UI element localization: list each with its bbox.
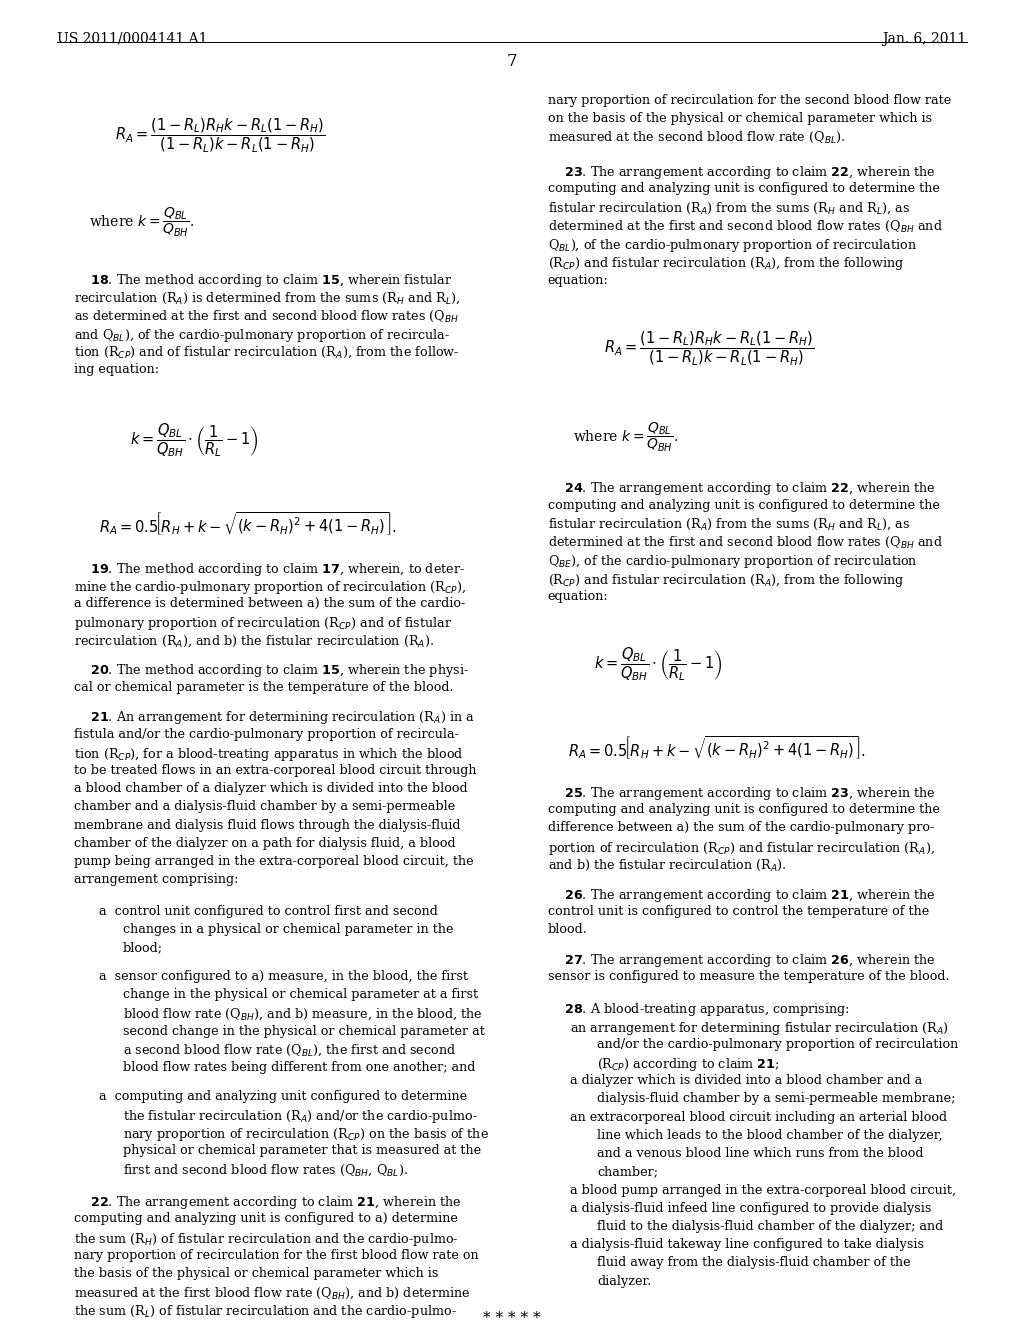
Text: $\mathbf{26}$. The arrangement according to claim $\mathbf{21}$, wherein the: $\mathbf{26}$. The arrangement according… bbox=[548, 887, 936, 903]
Text: fluid away from the dialysis-fluid chamber of the: fluid away from the dialysis-fluid chamb… bbox=[597, 1257, 910, 1270]
Text: a blood pump arranged in the extra-corporeal blood circuit,: a blood pump arranged in the extra-corpo… bbox=[570, 1184, 956, 1196]
Text: changes in a physical or chemical parameter in the: changes in a physical or chemical parame… bbox=[123, 923, 454, 936]
Text: * * * * *: * * * * * bbox=[483, 1311, 541, 1320]
Text: a blood chamber of a dialyzer which is divided into the blood: a blood chamber of a dialyzer which is d… bbox=[74, 783, 467, 795]
Text: the sum (R$_{\mathit{L}}$) of fistular recirculation and the cardio-pulmo-: the sum (R$_{\mathit{L}}$) of fistular r… bbox=[74, 1303, 457, 1320]
Text: nary proportion of recirculation for the second blood flow rate: nary proportion of recirculation for the… bbox=[548, 94, 951, 107]
Text: physical or chemical parameter that is measured at the: physical or chemical parameter that is m… bbox=[123, 1144, 481, 1158]
Text: US 2011/0004141 A1: US 2011/0004141 A1 bbox=[57, 32, 208, 46]
Text: second change in the physical or chemical parameter at: second change in the physical or chemica… bbox=[123, 1024, 484, 1038]
Text: Q$_{\mathit{BL}}$), of the cardio-pulmonary proportion of recirculation: Q$_{\mathit{BL}}$), of the cardio-pulmon… bbox=[548, 238, 916, 253]
Text: nary proportion of recirculation for the first blood flow rate on: nary proportion of recirculation for the… bbox=[74, 1249, 478, 1262]
Text: and/or the cardio-pulmonary proportion of recirculation: and/or the cardio-pulmonary proportion o… bbox=[597, 1038, 958, 1051]
Text: as determined at the first and second blood flow rates (Q$_{\mathit{BH}}$: as determined at the first and second bl… bbox=[74, 309, 459, 323]
Text: measured at the second blood flow rate (Q$_{\mathit{BL}}$).: measured at the second blood flow rate (… bbox=[548, 131, 845, 145]
Text: tion (R$_{\mathit{CP}}$) and of fistular recirculation (R$_{\mathit{A}}$), from : tion (R$_{\mathit{CP}}$) and of fistular… bbox=[74, 345, 460, 360]
Text: first and second blood flow rates (Q$_{\mathit{BH}}$, Q$_{\mathit{BL}}$).: first and second blood flow rates (Q$_{\… bbox=[123, 1163, 408, 1179]
Text: chamber of the dialyzer on a path for dialysis fluid, a blood: chamber of the dialyzer on a path for di… bbox=[74, 837, 456, 850]
Text: mine the cardio-pulmonary proportion of recirculation (R$_{\mathit{CP}}$),: mine the cardio-pulmonary proportion of … bbox=[74, 579, 466, 595]
Text: an extracorporeal blood circuit including an arterial blood: an extracorporeal blood circuit includin… bbox=[570, 1110, 947, 1123]
Text: (R$_{\mathit{CP}}$) according to claim $\mathbf{21}$;: (R$_{\mathit{CP}}$) according to claim $… bbox=[597, 1056, 779, 1073]
Text: (R$_{\mathit{CP}}$) and fistular recirculation (R$_{\mathit{A}}$), from the foll: (R$_{\mathit{CP}}$) and fistular recircu… bbox=[548, 572, 904, 589]
Text: dialysis-fluid chamber by a semi-permeable membrane;: dialysis-fluid chamber by a semi-permeab… bbox=[597, 1093, 955, 1105]
Text: cal or chemical parameter is the temperature of the blood.: cal or chemical parameter is the tempera… bbox=[74, 681, 454, 693]
Text: recirculation (R$_{\mathit{A}}$) is determined from the sums (R$_{\mathit{H}}$ a: recirculation (R$_{\mathit{A}}$) is dete… bbox=[74, 290, 460, 306]
Text: $\mathbf{22}$. The arrangement according to claim $\mathbf{21}$, wherein the: $\mathbf{22}$. The arrangement according… bbox=[74, 1195, 462, 1210]
Text: sensor is configured to measure the temperature of the blood.: sensor is configured to measure the temp… bbox=[548, 970, 949, 983]
Text: $\mathbf{18}$. The method according to claim $\mathbf{15}$, wherein fistular: $\mathbf{18}$. The method according to c… bbox=[74, 272, 452, 289]
Text: 7: 7 bbox=[507, 53, 517, 70]
Text: a dialysis-fluid infeed line configured to provide dialysis: a dialysis-fluid infeed line configured … bbox=[570, 1201, 932, 1214]
Text: blood.: blood. bbox=[548, 923, 588, 936]
Text: equation:: equation: bbox=[548, 273, 608, 286]
Text: membrane and dialysis fluid flows through the dialysis-fluid: membrane and dialysis fluid flows throug… bbox=[74, 818, 460, 832]
Text: and Q$_{\mathit{BL}}$), of the cardio-pulmonary proportion of recircula-: and Q$_{\mathit{BL}}$), of the cardio-pu… bbox=[74, 326, 450, 343]
Text: determined at the first and second blood flow rates (Q$_{\mathit{BH}}$ and: determined at the first and second blood… bbox=[548, 535, 943, 550]
Text: a  sensor configured to a) measure, in the blood, the first: a sensor configured to a) measure, in th… bbox=[99, 970, 468, 983]
Text: $k = \dfrac{Q_{BL}}{Q_{BH}} \cdot \left(\dfrac{1}{R_L} - 1\right)$: $k = \dfrac{Q_{BL}}{Q_{BH}} \cdot \left(… bbox=[130, 421, 259, 459]
Text: $\mathbf{24}$. The arrangement according to claim $\mathbf{22}$, wherein the: $\mathbf{24}$. The arrangement according… bbox=[548, 480, 936, 498]
Text: difference between a) the sum of the cardio-pulmonary pro-: difference between a) the sum of the car… bbox=[548, 821, 934, 834]
Text: $\mathbf{23}$. The arrangement according to claim $\mathbf{22}$, wherein the: $\mathbf{23}$. The arrangement according… bbox=[548, 164, 936, 181]
Text: tion (R$_{\mathit{CP}}$), for a blood-treating apparatus in which the blood: tion (R$_{\mathit{CP}}$), for a blood-tr… bbox=[74, 746, 463, 763]
Text: chamber;: chamber; bbox=[597, 1166, 658, 1179]
Text: $\mathbf{19}$. The method according to claim $\mathbf{17}$, wherein, to deter-: $\mathbf{19}$. The method according to c… bbox=[74, 561, 465, 578]
Text: an arrangement for determining fistular recirculation (R$_{\mathit{A}}$): an arrangement for determining fistular … bbox=[570, 1019, 949, 1036]
Text: portion of recirculation (R$_{\mathit{CP}}$) and fistular recirculation (R$_{\ma: portion of recirculation (R$_{\mathit{CP… bbox=[548, 840, 935, 857]
Text: fistular recirculation (R$_{\mathit{A}}$) from the sums (R$_{\mathit{H}}$ and R$: fistular recirculation (R$_{\mathit{A}}$… bbox=[548, 517, 910, 532]
Text: determined at the first and second blood flow rates (Q$_{\mathit{BH}}$ and: determined at the first and second blood… bbox=[548, 219, 943, 234]
Text: blood flow rates being different from one another; and: blood flow rates being different from on… bbox=[123, 1061, 475, 1074]
Text: $\mathbf{20}$. The method according to claim $\mathbf{15}$, wherein the physi-: $\mathbf{20}$. The method according to c… bbox=[74, 663, 469, 680]
Text: a dialyzer which is divided into a blood chamber and a: a dialyzer which is divided into a blood… bbox=[570, 1074, 923, 1088]
Text: and a venous blood line which runs from the blood: and a venous blood line which runs from … bbox=[597, 1147, 924, 1160]
Text: the fistular recirculation (R$_{\mathit{A}}$) and/or the cardio-pulmo-: the fistular recirculation (R$_{\mathit{… bbox=[123, 1107, 477, 1125]
Text: arrangement comprising:: arrangement comprising: bbox=[74, 874, 239, 886]
Text: measured at the first blood flow rate (Q$_{\mathit{BH}}$), and b) determine: measured at the first blood flow rate (Q… bbox=[74, 1286, 470, 1300]
Text: the basis of the physical or chemical parameter which is: the basis of the physical or chemical pa… bbox=[74, 1267, 438, 1280]
Text: a  computing and analyzing unit configured to determine: a computing and analyzing unit configure… bbox=[99, 1090, 467, 1102]
Text: $R_A = 0.5\!\left[R_H + k - \sqrt{(k - R_H)^2 + 4(1 - R_H)}\right].$: $R_A = 0.5\!\left[R_H + k - \sqrt{(k - R… bbox=[568, 735, 866, 762]
Text: dialyzer.: dialyzer. bbox=[597, 1275, 651, 1287]
Text: (R$_{\mathit{CP}}$) and fistular recirculation (R$_{\mathit{A}}$), from the foll: (R$_{\mathit{CP}}$) and fistular recircu… bbox=[548, 255, 904, 272]
Text: equation:: equation: bbox=[548, 590, 608, 603]
Text: $\mathbf{21}$. An arrangement for determining recirculation (R$_{\mathit{A}}$) i: $\mathbf{21}$. An arrangement for determ… bbox=[74, 709, 474, 726]
Text: a dialysis-fluid takeway line configured to take dialysis: a dialysis-fluid takeway line configured… bbox=[570, 1238, 925, 1251]
Text: ing equation:: ing equation: bbox=[74, 363, 159, 376]
Text: where $k = \dfrac{Q_{BL}}{Q_{BH}}.$: where $k = \dfrac{Q_{BL}}{Q_{BH}}.$ bbox=[573, 421, 679, 454]
Text: Jan. 6, 2011: Jan. 6, 2011 bbox=[883, 32, 967, 46]
Text: $k = \dfrac{Q_{BL}}{Q_{BH}} \cdot \left(\dfrac{1}{R_L} - 1\right)$: $k = \dfrac{Q_{BL}}{Q_{BH}} \cdot \left(… bbox=[594, 645, 723, 682]
Text: $R_A = \dfrac{(1 - R_L)R_H k - R_L(1 - R_H)}{(1 - R_L)k - R_L(1 - R_H)}$: $R_A = \dfrac{(1 - R_L)R_H k - R_L(1 - R… bbox=[604, 329, 815, 367]
Text: $\mathbf{27}$. The arrangement according to claim $\mathbf{26}$, wherein the: $\mathbf{27}$. The arrangement according… bbox=[548, 952, 936, 969]
Text: blood;: blood; bbox=[123, 941, 163, 954]
Text: $\mathbf{25}$. The arrangement according to claim $\mathbf{23}$, wherein the: $\mathbf{25}$. The arrangement according… bbox=[548, 785, 936, 801]
Text: line which leads to the blood chamber of the dialyzer,: line which leads to the blood chamber of… bbox=[597, 1129, 943, 1142]
Text: $R_A = 0.5\!\left[R_H + k - \sqrt{(k - R_H)^2 + 4(1 - R_H)}\right].$: $R_A = 0.5\!\left[R_H + k - \sqrt{(k - R… bbox=[99, 511, 397, 537]
Text: on the basis of the physical or chemical parameter which is: on the basis of the physical or chemical… bbox=[548, 112, 932, 125]
Text: computing and analyzing unit is configured to determine the: computing and analyzing unit is configur… bbox=[548, 182, 940, 195]
Text: a second blood flow rate (Q$_{\mathit{BL}}$), the first and second: a second blood flow rate (Q$_{\mathit{BL… bbox=[123, 1043, 456, 1059]
Text: Q$_{\mathit{BE}}$), of the cardio-pulmonary proportion of recirculation: Q$_{\mathit{BE}}$), of the cardio-pulmon… bbox=[548, 553, 918, 570]
Text: change in the physical or chemical parameter at a first: change in the physical or chemical param… bbox=[123, 989, 478, 1001]
Text: a difference is determined between a) the sum of the cardio-: a difference is determined between a) th… bbox=[74, 597, 465, 610]
Text: pump being arranged in the extra-corporeal blood circuit, the: pump being arranged in the extra-corpore… bbox=[74, 855, 473, 869]
Text: $R_A = \dfrac{(1 - R_L)R_H k - R_L(1 - R_H)}{(1 - R_L)k - R_L(1 - R_H)}$: $R_A = \dfrac{(1 - R_L)R_H k - R_L(1 - R… bbox=[115, 116, 326, 154]
Text: pulmonary proportion of recirculation (R$_{\mathit{CP}}$) and of fistular: pulmonary proportion of recirculation (R… bbox=[74, 615, 453, 632]
Text: chamber and a dialysis-fluid chamber by a semi-permeable: chamber and a dialysis-fluid chamber by … bbox=[74, 800, 455, 813]
Text: $\mathbf{28}$. A blood-treating apparatus, comprising:: $\mathbf{28}$. A blood-treating apparatu… bbox=[548, 1002, 850, 1018]
Text: blood flow rate (Q$_{\mathit{BH}}$), and b) measure, in the blood, the: blood flow rate (Q$_{\mathit{BH}}$), and… bbox=[123, 1006, 482, 1022]
Text: and b) the fistular recirculation (R$_{\mathit{A}}$).: and b) the fistular recirculation (R$_{\… bbox=[548, 858, 786, 873]
Text: to be treated flows in an extra-corporeal blood circuit through: to be treated flows in an extra-corporea… bbox=[74, 764, 476, 777]
Text: fistular recirculation (R$_{\mathit{A}}$) from the sums (R$_{\mathit{H}}$ and R$: fistular recirculation (R$_{\mathit{A}}$… bbox=[548, 201, 910, 216]
Text: computing and analyzing unit is configured to determine the: computing and analyzing unit is configur… bbox=[548, 499, 940, 512]
Text: nary proportion of recirculation (R$_{\mathit{CP}}$) on the basis of the: nary proportion of recirculation (R$_{\m… bbox=[123, 1126, 488, 1143]
Text: the sum (R$_{\mathit{H}}$) of fistular recirculation and the cardio-pulmo-: the sum (R$_{\mathit{H}}$) of fistular r… bbox=[74, 1230, 459, 1247]
Text: where $k = \dfrac{Q_{BL}}{Q_{BH}}$.: where $k = \dfrac{Q_{BL}}{Q_{BH}}$. bbox=[89, 206, 195, 239]
Text: control unit is configured to control the temperature of the: control unit is configured to control th… bbox=[548, 904, 929, 917]
Text: a  control unit configured to control first and second: a control unit configured to control fir… bbox=[99, 904, 438, 917]
Text: recirculation (R$_{\mathit{A}}$), and b) the fistular recirculation (R$_{\mathit: recirculation (R$_{\mathit{A}}$), and b)… bbox=[74, 634, 434, 649]
Text: fistula and/or the cardio-pulmonary proportion of recircula-: fistula and/or the cardio-pulmonary prop… bbox=[74, 727, 459, 741]
Text: computing and analyzing unit is configured to determine the: computing and analyzing unit is configur… bbox=[548, 803, 940, 816]
Text: computing and analyzing unit is configured to a) determine: computing and analyzing unit is configur… bbox=[74, 1212, 458, 1225]
Text: fluid to the dialysis-fluid chamber of the dialyzer; and: fluid to the dialysis-fluid chamber of t… bbox=[597, 1220, 943, 1233]
